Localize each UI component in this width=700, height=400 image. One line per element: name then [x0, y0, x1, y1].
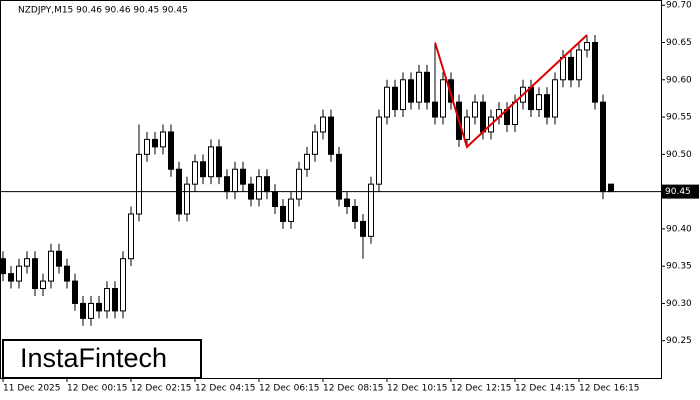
x-tick-label: 12 Dec 02:15 — [131, 384, 192, 394]
candle-body — [408, 79, 414, 103]
candle-body — [424, 71, 430, 103]
x-tick-label: 12 Dec 12:15 — [451, 384, 512, 394]
candle-body — [264, 176, 270, 193]
candle-body — [144, 138, 150, 155]
candle-body — [400, 79, 406, 111]
x-tick-label: 12 Dec 06:15 — [259, 384, 320, 394]
candle-body — [344, 198, 350, 208]
candle-body — [104, 288, 110, 312]
candle-body — [592, 41, 598, 103]
candle-body — [136, 153, 142, 215]
candle-body — [376, 116, 382, 185]
candle-body — [8, 273, 14, 282]
candle-body — [160, 131, 166, 148]
candle-body — [96, 302, 102, 312]
candle-body — [120, 258, 126, 312]
candle-body — [280, 206, 286, 222]
candle-body — [560, 56, 566, 81]
logo: InstaFintech — [20, 343, 167, 373]
y-tick-label: 90.50 — [666, 150, 692, 160]
x-tick-label: 12 Dec 04:15 — [195, 384, 256, 394]
y-tick-label: 90.60 — [666, 75, 692, 85]
pattern-line — [434, 34, 588, 149]
candle-body — [432, 101, 438, 118]
candle-body — [24, 258, 30, 267]
candle-body — [568, 56, 574, 81]
candle-body — [360, 220, 366, 237]
candle-body — [184, 183, 190, 215]
candle-body — [392, 86, 398, 111]
y-tick-label: 90.40 — [666, 224, 692, 234]
candle-body — [64, 265, 70, 282]
candle-body — [544, 94, 550, 118]
candle-body — [528, 86, 534, 111]
candle-body — [40, 280, 46, 290]
candle-body — [448, 79, 454, 103]
x-tick-label: 12 Dec 08:15 — [323, 384, 384, 394]
candle-body — [256, 176, 262, 200]
x-tick-label: 12 Dec 16:15 — [579, 384, 640, 394]
y-tick-label: 90.65 — [666, 38, 692, 48]
candle-body — [56, 250, 62, 267]
candle-body — [288, 198, 294, 222]
candle-body — [416, 71, 422, 103]
x-tick-label: 11 Dec 2025 — [3, 384, 61, 394]
candle-body — [552, 79, 558, 118]
candle-body — [320, 116, 326, 133]
candle-body — [352, 206, 358, 222]
candle-body — [328, 116, 334, 155]
candle-body — [576, 49, 582, 81]
candle-body — [88, 302, 94, 319]
candle-body — [32, 258, 38, 290]
candle-body — [536, 94, 542, 111]
y-tick-label: 90.30 — [666, 299, 692, 309]
current-price-box — [661, 184, 699, 199]
x-tick-label: 12 Dec 00:15 — [67, 384, 128, 394]
candle-body — [152, 138, 158, 148]
candle-body — [224, 176, 230, 193]
candle-body — [336, 153, 342, 200]
candle-body — [232, 168, 238, 193]
candle-body — [312, 131, 318, 155]
candle-body — [208, 146, 214, 178]
candle-body — [0, 258, 6, 275]
y-tick-label: 90.25 — [666, 336, 692, 346]
y-tick-label: 90.35 — [666, 262, 692, 272]
current-price-label: 90.45 — [665, 187, 691, 197]
candle-body — [368, 183, 374, 237]
candle-body — [80, 302, 86, 319]
candle-body — [584, 41, 590, 51]
candle-body — [472, 101, 478, 118]
candle-body — [608, 183, 614, 193]
candle-body — [480, 101, 486, 133]
candle-body — [296, 168, 302, 200]
x-tick-label: 12 Dec 14:15 — [515, 384, 576, 394]
candle-body — [128, 213, 134, 260]
candle-body — [240, 168, 246, 185]
candle-body — [600, 101, 606, 193]
candle-body — [168, 131, 174, 170]
chart-title: NZDJPY,M15 90.46 90.46 90.45 90.45 — [18, 6, 188, 16]
candle-body — [192, 161, 198, 185]
candle-body — [512, 101, 518, 126]
candle-body — [200, 161, 206, 178]
y-tick-label: 90.55 — [666, 113, 692, 123]
candle-body — [304, 153, 310, 170]
candle-body — [48, 250, 54, 282]
logo-box — [2, 339, 202, 379]
candle-body — [112, 288, 118, 312]
candle-body — [72, 280, 78, 304]
candle-body — [440, 79, 446, 118]
candle-body — [464, 116, 470, 140]
x-tick-label: 12 Dec 10:15 — [387, 384, 448, 394]
candle-body — [384, 86, 390, 118]
y-tick-label: 90.70 — [666, 1, 692, 11]
candle-body — [272, 191, 278, 208]
candle-body — [216, 146, 222, 178]
candle-body — [16, 265, 22, 282]
